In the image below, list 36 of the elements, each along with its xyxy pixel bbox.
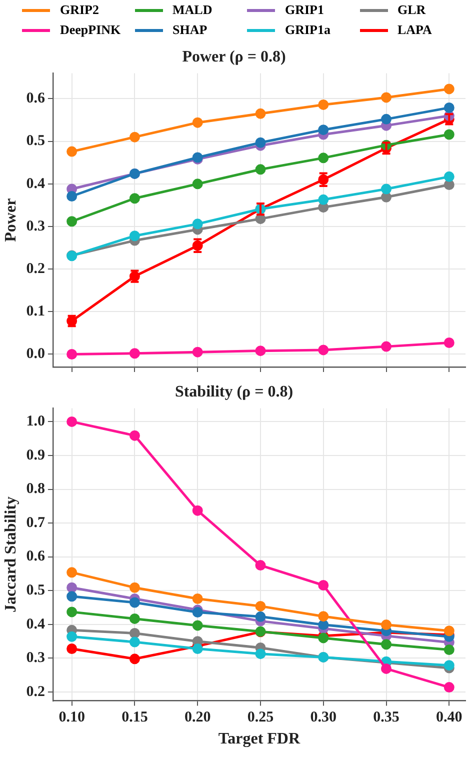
legend-label: GRIP2 (60, 2, 99, 18)
y-tick-label: 0.0 (26, 346, 45, 362)
y-tick-label: 0.6 (26, 548, 46, 565)
y-tick-label: 0.5 (26, 582, 45, 599)
y-tick-label: 0.6 (26, 90, 46, 107)
y-tick-label: 0.4 (26, 616, 46, 632)
legend-label: MALD (172, 2, 212, 18)
y-tick-label: 0.3 (26, 218, 45, 234)
y-tick-label: 0.2 (26, 260, 45, 277)
legend-label: SHAP (172, 22, 208, 38)
y-axis-title: Power (2, 198, 20, 242)
x-tick-label: 0.30 (310, 710, 336, 726)
y-tick-label: 0.2 (26, 684, 45, 700)
x-axis-title: Target FDR (218, 730, 300, 748)
y-tick-label: 0.5 (26, 133, 45, 150)
y-tick-label: 0.8 (26, 481, 45, 498)
legend-label: GLR (398, 2, 426, 18)
legend-label: DeepPINK (60, 22, 121, 38)
x-tick-label: 0.35 (373, 710, 400, 726)
chart-title: Stability (ρ = 0.8) (174, 384, 294, 401)
chart-title: Power (ρ = 0.8) (182, 48, 286, 66)
x-tick-label: 0.15 (122, 710, 148, 726)
y-tick-label: 0.7 (26, 514, 46, 531)
y-tick-label: 0.3 (26, 650, 45, 666)
x-tick-label: 0.10 (58, 710, 85, 726)
legend-label: GRIP1a (285, 22, 330, 38)
y-tick-label: 1.0 (26, 414, 45, 430)
y-tick-label: 0.9 (26, 447, 45, 464)
y-tick-label: 0.4 (26, 176, 46, 192)
x-tick-label: 0.20 (184, 710, 211, 726)
x-tick-label: 0.25 (247, 710, 274, 726)
legend-label: GRIP1 (285, 2, 324, 18)
x-tick-label: 0.40 (436, 710, 462, 726)
y-axis-title: Jaccard Stability (2, 496, 20, 612)
legend-label: LAPA (398, 22, 432, 38)
y-tick-label: 0.1 (26, 304, 45, 320)
